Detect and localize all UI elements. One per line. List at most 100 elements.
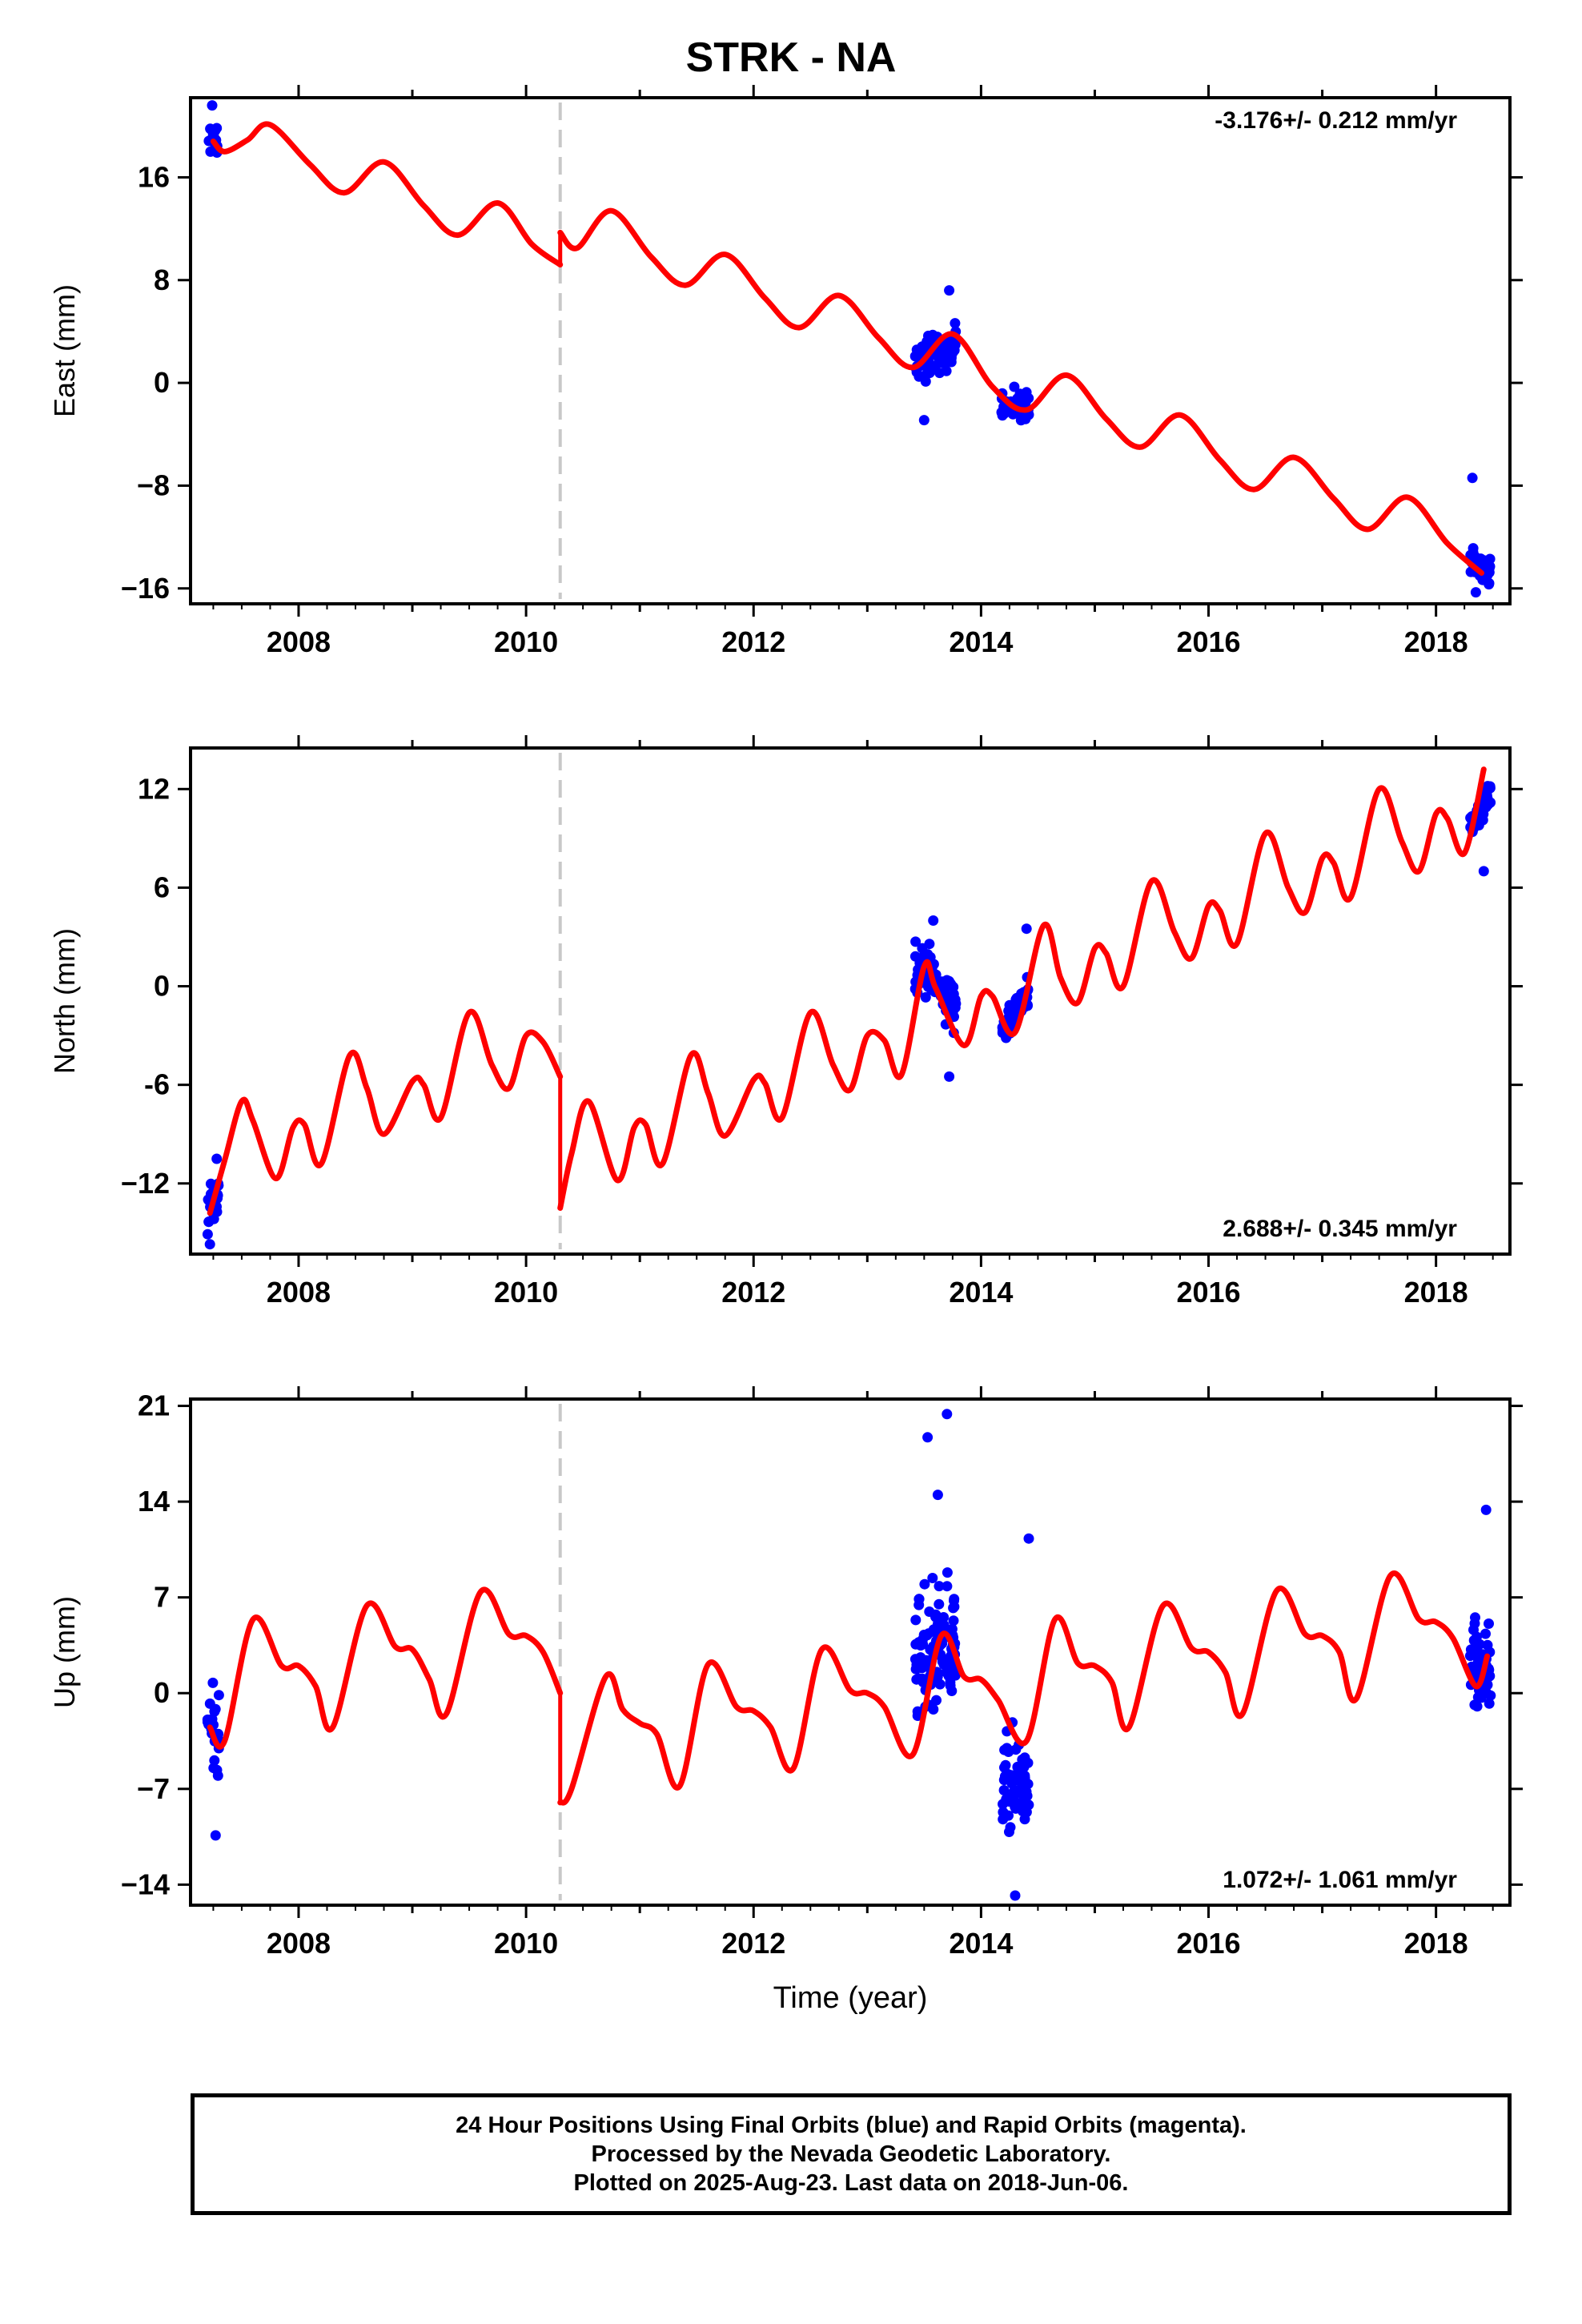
north-y-tick-label: 6 xyxy=(154,870,170,903)
east-data-point xyxy=(926,360,937,371)
up-y-tick-label: 14 xyxy=(138,1485,170,1518)
up-data-point xyxy=(209,1706,220,1717)
up-data-point xyxy=(1480,1504,1492,1515)
up-y-tick-label: 7 xyxy=(154,1581,170,1614)
up-data-point xyxy=(949,1601,960,1612)
north-y-tick-label: 0 xyxy=(154,970,170,1003)
up-data-point xyxy=(910,1663,921,1675)
east-y-tick-label: 16 xyxy=(138,160,170,193)
up-y-tick-label: 0 xyxy=(154,1676,170,1709)
east-plot-frame xyxy=(189,96,1512,605)
up-data-point xyxy=(922,1432,934,1443)
up-data-point xyxy=(915,1652,926,1663)
up-y-axis-label: Up (mm) xyxy=(48,1596,81,1708)
east-data-point xyxy=(950,318,961,329)
east-x-tick-label: 2016 xyxy=(1176,625,1240,658)
up-data-point xyxy=(998,1785,1010,1795)
north-data-point xyxy=(944,1071,955,1082)
east-y-tick-label: −16 xyxy=(121,572,170,605)
north-data-point xyxy=(939,986,950,997)
east-x-tick-label: 2010 xyxy=(494,625,558,658)
north-model-line xyxy=(557,766,1487,1211)
up-data-point xyxy=(1023,1799,1034,1811)
up-x-tick-label: 2018 xyxy=(1404,1927,1468,1960)
up-data-point xyxy=(1007,1771,1018,1783)
up-x-tick-label: 2012 xyxy=(721,1927,785,1960)
up-data-point xyxy=(1484,1618,1494,1629)
up-x-tick-label: 2010 xyxy=(494,1927,558,1960)
east-x-tick-label: 2018 xyxy=(1404,625,1468,658)
north-x-tick-label: 2014 xyxy=(949,1276,1013,1309)
up-data-point xyxy=(910,1614,921,1626)
up-data-point xyxy=(945,1677,956,1688)
up-data-point xyxy=(1480,1628,1491,1639)
up-data-point xyxy=(932,1490,943,1501)
east-y-tick-label: 0 xyxy=(154,366,170,399)
east-y-tick-label: −8 xyxy=(137,468,170,501)
up-data-point xyxy=(999,1762,1010,1773)
up-data-point xyxy=(942,1567,953,1578)
up-data-point xyxy=(1019,1770,1030,1781)
east-data-point xyxy=(1020,413,1031,424)
east-rate-label: -3.176+/- 0.212 mm/yr xyxy=(1215,107,1457,134)
up-data-point xyxy=(1470,1612,1480,1623)
north-data-point xyxy=(917,943,928,954)
north-data-point xyxy=(211,1153,223,1164)
up-data-point xyxy=(1019,1814,1030,1825)
up-data-point xyxy=(1485,1690,1496,1701)
east-model-line xyxy=(210,121,564,267)
north-x-tick-label: 2010 xyxy=(494,1276,558,1309)
up-data-point xyxy=(946,1686,958,1696)
east-x-tick-label: 2008 xyxy=(267,625,331,658)
east-x-tick-label: 2012 xyxy=(721,625,785,658)
north-data-point xyxy=(1481,790,1492,802)
north-data-point xyxy=(928,915,939,926)
up-data-point xyxy=(212,1770,223,1781)
up-data-point xyxy=(934,1598,945,1610)
east-data-point xyxy=(1484,567,1495,578)
north-y-axis-label: North (mm) xyxy=(48,928,81,1074)
footer-box: 24 Hour Positions Using Final Orbits (bl… xyxy=(191,2093,1512,2215)
up-data-point xyxy=(948,1615,959,1626)
north-y-tick-label: −12 xyxy=(121,1167,170,1200)
east-model-line xyxy=(557,207,1484,576)
up-data-point xyxy=(207,1715,218,1725)
east-data-point xyxy=(920,376,931,387)
east-data-point xyxy=(1014,389,1026,400)
up-data-point xyxy=(931,1695,942,1706)
north-model-line xyxy=(207,1008,564,1216)
up-data-point xyxy=(934,1581,945,1592)
north-x-tick-label: 2018 xyxy=(1404,1276,1468,1309)
up-y-tick-label: 21 xyxy=(138,1389,170,1422)
north-data-point xyxy=(202,1228,213,1240)
east-x-tick-label: 2014 xyxy=(949,625,1013,658)
east-data-point xyxy=(918,415,930,426)
up-data-point xyxy=(1023,1533,1034,1544)
north-data-point xyxy=(910,936,921,947)
east-y-axis-label: East (mm) xyxy=(48,284,81,417)
up-model-line xyxy=(207,1586,564,1750)
up-x-tick-label: 2008 xyxy=(267,1927,331,1960)
up-data-point xyxy=(912,1706,923,1717)
up-data-point xyxy=(927,1573,938,1583)
up-plot-frame xyxy=(189,1397,1512,1907)
up-data-point xyxy=(210,1830,221,1841)
up-data-point xyxy=(1002,1743,1013,1754)
up-data-point xyxy=(942,1581,953,1592)
up-data-point xyxy=(1476,1692,1487,1703)
east-y-tick-label: 8 xyxy=(154,263,170,296)
up-data-point xyxy=(213,1690,224,1701)
north-x-tick-label: 2008 xyxy=(267,1276,331,1309)
up-data-point xyxy=(938,1659,950,1670)
east-data-point xyxy=(207,129,219,140)
up-data-point xyxy=(1005,1822,1016,1833)
x-axis-label: Time (year) xyxy=(773,1981,928,2015)
up-y-tick-label: −14 xyxy=(121,1868,170,1900)
east-data-point xyxy=(917,341,928,352)
up-data-point xyxy=(1010,1890,1021,1901)
north-data-point xyxy=(920,991,931,1003)
east-data-point xyxy=(999,405,1010,416)
east-data-point xyxy=(207,100,218,111)
up-data-point xyxy=(1017,1754,1028,1765)
north-data-point xyxy=(1003,1013,1014,1024)
